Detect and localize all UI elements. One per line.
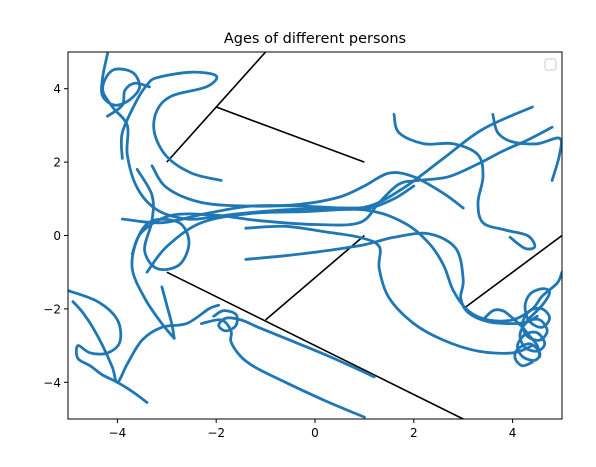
y-tick-label: 0 <box>53 229 61 243</box>
x-tick-label: 0 <box>311 426 319 440</box>
x-tick-label: −2 <box>207 426 225 440</box>
legend-box[interactable] <box>545 59 556 70</box>
y-tick-label: −2 <box>43 302 61 316</box>
x-tick-label: 2 <box>410 426 418 440</box>
x-tick-label: 4 <box>509 426 517 440</box>
x-tick-label: −4 <box>109 426 127 440</box>
chart-title: Ages of different persons <box>224 31 406 47</box>
y-tick-label: 4 <box>53 82 61 96</box>
y-tick-label: −4 <box>43 376 61 390</box>
legend[interactable] <box>545 59 556 70</box>
y-tick-label: 2 <box>53 156 61 170</box>
